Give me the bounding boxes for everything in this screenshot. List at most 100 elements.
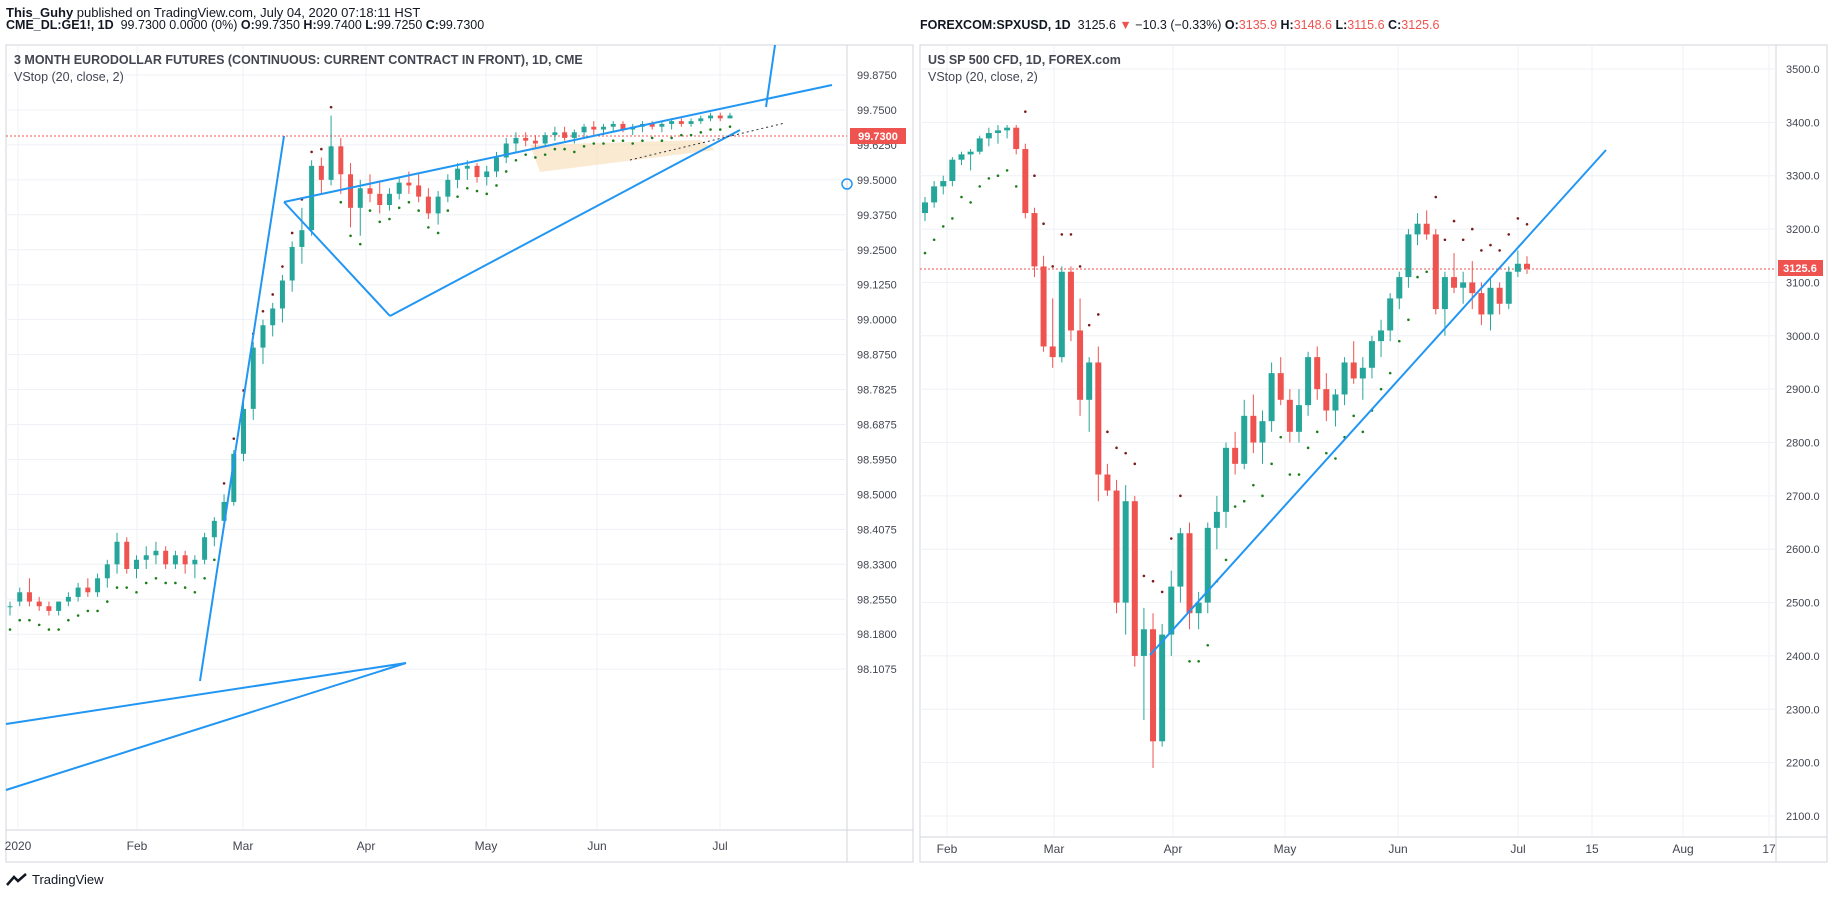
candle[interactable] [1496,282,1503,315]
candle[interactable] [1323,373,1330,422]
candle[interactable] [1487,277,1494,331]
candle[interactable] [1131,495,1138,667]
left-trendlines[interactable] [5,44,833,791]
candle[interactable] [182,550,188,574]
trendline-upper-channel[interactable] [283,84,833,203]
candle[interactable] [949,157,956,187]
candle[interactable] [1040,255,1047,352]
candle[interactable] [416,174,422,203]
candle[interactable] [688,118,694,127]
candle[interactable] [1058,266,1065,363]
candle[interactable] [1223,442,1229,528]
right-candles[interactable] [922,125,1530,768]
candle[interactable] [1451,253,1458,294]
candle[interactable] [260,319,266,365]
candle[interactable] [1177,527,1184,603]
candle[interactable] [377,182,383,214]
candle[interactable] [523,132,529,147]
candle[interactable] [163,546,169,569]
candle[interactable] [1259,410,1266,464]
candle[interactable] [1505,266,1512,310]
candle[interactable] [1350,341,1357,384]
candle[interactable] [513,132,519,152]
candle[interactable] [931,181,938,208]
candle[interactable] [36,596,42,611]
candle[interactable] [348,163,354,228]
tradingview-footer[interactable]: TradingView [6,872,104,887]
candle[interactable] [241,401,247,462]
candle[interactable] [386,188,392,211]
author-name[interactable]: This_Guhy [6,5,74,20]
candle[interactable] [940,175,947,195]
candle[interactable] [192,555,198,579]
candle[interactable] [1378,319,1385,358]
candle[interactable] [1104,463,1111,496]
candle[interactable] [1314,346,1321,400]
candle[interactable] [1305,351,1312,416]
candle[interactable] [659,121,665,133]
candle[interactable] [1195,591,1202,630]
candle[interactable] [503,137,509,164]
candle[interactable] [1469,261,1476,310]
candle[interactable] [698,115,704,124]
left-price-axis[interactable]: 99.875099.750099.625099.500099.375099.25… [857,70,897,676]
candle[interactable] [367,174,373,203]
candle[interactable] [1250,394,1257,454]
candle[interactable] [1478,282,1485,326]
candle[interactable] [85,578,91,597]
candle[interactable] [1232,431,1239,475]
candle[interactable] [717,112,723,122]
candle[interactable] [1368,335,1375,379]
candle[interactable] [1159,623,1166,747]
candle[interactable] [1423,210,1430,240]
candle[interactable] [1150,613,1157,768]
candle[interactable] [172,550,178,569]
candle[interactable] [1514,250,1521,278]
candle[interactable] [143,546,149,569]
left-symbol[interactable]: CME_DL:GE1!, 1D [6,18,114,32]
candle[interactable] [1122,485,1129,635]
candle[interactable] [985,127,992,147]
trendline-spike[interactable] [199,135,285,682]
candle[interactable] [1414,213,1421,246]
candle[interactable] [1049,298,1056,368]
candle[interactable] [17,587,23,607]
candle[interactable] [562,126,568,141]
candle[interactable] [976,135,983,155]
right-price-axis[interactable]: 3500.0 3400.0 3300.0 3200.0 3100.0 3000.0 2900… [1786,64,1820,823]
candle[interactable] [922,197,928,222]
candle[interactable] [455,163,461,189]
candle[interactable] [1359,357,1366,400]
candle[interactable] [124,537,130,574]
candle[interactable] [357,179,363,236]
candle[interactable] [958,151,965,166]
left-time-axis[interactable]: 2020 Feb Mar Apr May Jun Jul [5,839,728,853]
candle[interactable] [727,112,733,119]
right-indicator-label[interactable]: VStop (20, close, 2) [928,70,1038,84]
candle[interactable] [425,188,431,219]
candle[interactable] [1432,229,1439,315]
candle[interactable] [591,121,597,136]
candle[interactable] [1460,271,1467,304]
candle[interactable] [1095,346,1102,502]
candle[interactable] [250,342,256,420]
candle[interactable] [7,601,13,616]
candle[interactable] [630,123,636,136]
candle[interactable] [26,578,32,607]
scroll-handle-icon[interactable] [841,178,853,190]
candle[interactable] [1405,229,1412,288]
candle[interactable] [1013,125,1020,155]
candle[interactable] [1341,357,1348,406]
trendline-lower-channel[interactable] [389,129,741,317]
candle[interactable] [1396,271,1403,310]
candle[interactable] [1277,357,1284,406]
candle[interactable] [1213,495,1220,550]
candle[interactable] [104,559,110,588]
candle[interactable] [318,157,324,194]
candle[interactable] [309,160,315,236]
trendline-steep[interactable] [765,44,776,108]
candle[interactable] [1031,207,1038,278]
left-indicator-label[interactable]: VStop (20, close, 2) [14,70,124,84]
candle[interactable] [1168,570,1175,656]
candle[interactable] [542,132,548,147]
